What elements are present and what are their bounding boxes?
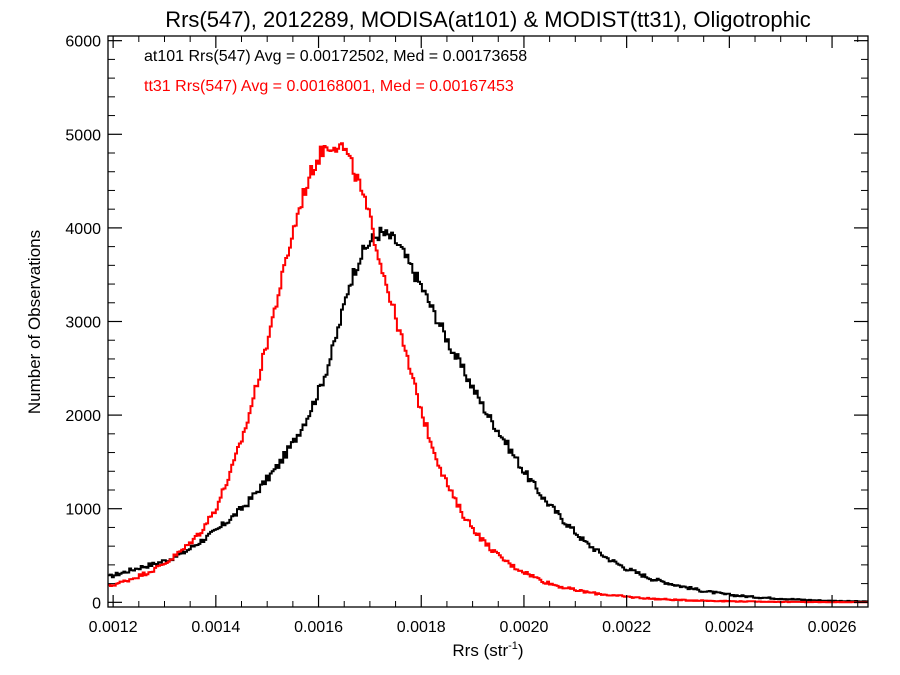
histogram-series-red	[108, 142, 868, 604]
x-tick-label: 0.0026	[808, 619, 857, 636]
y-tick-label: 6000	[65, 34, 101, 51]
histogram-series-black	[108, 226, 868, 603]
plot-frame	[107, 35, 869, 608]
x-tick-label: 0.0018	[397, 619, 446, 636]
annotation-tt31: tt31 Rrs(547) Avg = 0.00168001, Med = 0.…	[144, 78, 514, 95]
x-axis-label-end: )	[518, 641, 524, 660]
x-axis-label-main: Rrs (str	[452, 641, 508, 660]
x-tick-label: 0.0016	[294, 619, 343, 636]
x-tick-label: 0.0012	[89, 619, 138, 636]
ticks-layer: 0.0012 0.0014 0.0016 0.0018 0.0020 0.0022 0.00…	[65, 34, 868, 636]
series-layer	[108, 142, 868, 604]
y-tick-label: 5000	[65, 127, 101, 144]
annotation-at101: at101 Rrs(547) Avg = 0.00172502, Med = 0…	[144, 48, 527, 65]
y-tick-label: 3000	[65, 315, 101, 332]
y-tick-label: 0	[92, 595, 101, 612]
x-tick-label: 0.0014	[191, 619, 240, 636]
y-tick-label: 4000	[65, 221, 101, 238]
x-tick-label: 0.0022	[602, 619, 651, 636]
y-tick-label: 1000	[65, 502, 101, 519]
x-axis-label-sup: -1	[508, 640, 518, 652]
y-axis-label: Number of Observations	[25, 230, 44, 414]
chart-title: Rrs(547), 2012289, MODISA(at101) & MODIS…	[165, 7, 811, 32]
x-axis-label: Rrs (str-1)	[452, 640, 523, 660]
y-tick-label: 2000	[65, 408, 101, 425]
x-tick-label: 0.0024	[705, 619, 754, 636]
x-tick-label: 0.0020	[499, 619, 548, 636]
